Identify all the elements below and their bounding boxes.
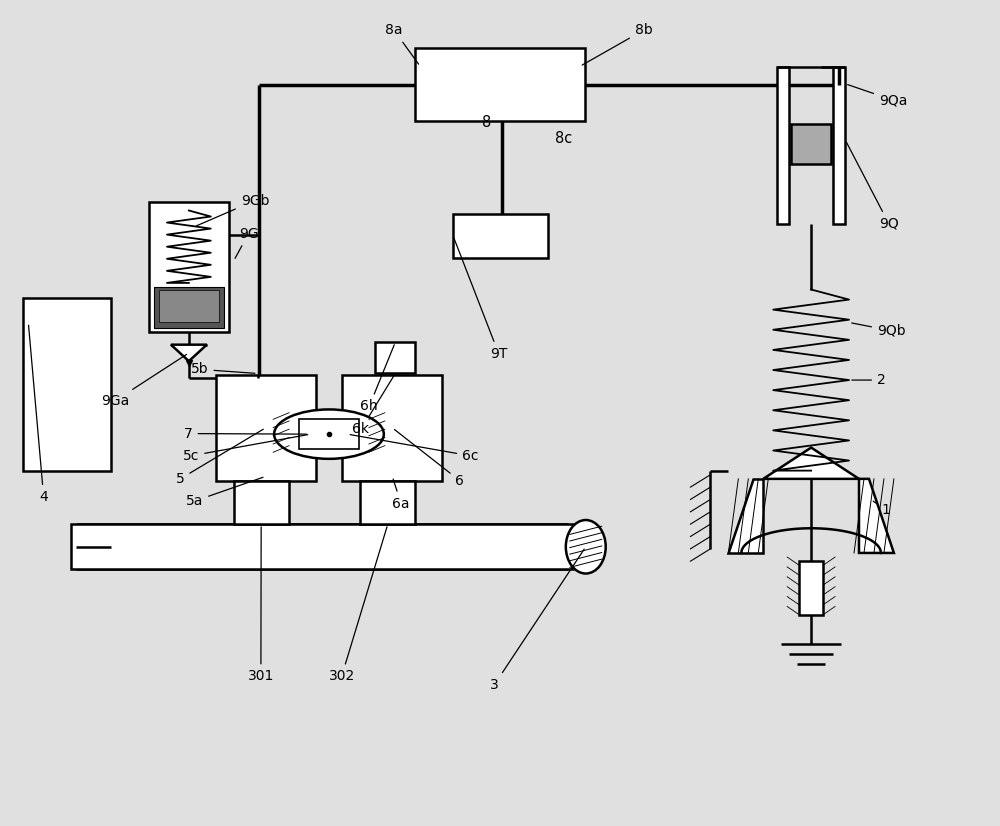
Bar — [777, 67, 789, 224]
Text: 5: 5 — [176, 430, 263, 486]
Text: 9Qb: 9Qb — [852, 323, 906, 338]
Text: 9T: 9T — [454, 239, 507, 361]
Polygon shape — [728, 479, 763, 553]
Bar — [791, 124, 831, 164]
Bar — [234, 481, 289, 525]
Text: 302: 302 — [328, 527, 387, 683]
Bar — [71, 525, 573, 569]
Bar — [375, 342, 415, 373]
Text: 6: 6 — [394, 430, 464, 487]
Text: 301: 301 — [248, 527, 274, 683]
Text: 1: 1 — [873, 501, 890, 517]
Text: 8c: 8c — [555, 131, 572, 146]
Text: 9Ga: 9Ga — [101, 354, 187, 408]
Text: 4: 4 — [29, 325, 48, 504]
Text: 2: 2 — [852, 373, 886, 387]
Text: 6h: 6h — [360, 344, 394, 414]
Text: 6k: 6k — [352, 376, 394, 436]
Text: 3: 3 — [490, 549, 584, 691]
Text: 6a: 6a — [392, 479, 410, 510]
Polygon shape — [763, 448, 859, 479]
Ellipse shape — [566, 520, 606, 573]
Bar — [216, 375, 316, 481]
Bar — [23, 297, 111, 471]
Bar — [149, 202, 229, 332]
Bar — [342, 375, 442, 481]
Text: 8b: 8b — [582, 23, 652, 65]
Text: 8a: 8a — [385, 23, 419, 64]
Text: 6c: 6c — [350, 434, 479, 463]
Bar — [453, 214, 548, 259]
Text: 9G: 9G — [235, 226, 258, 259]
Text: 9Qa: 9Qa — [848, 84, 907, 107]
Text: 8: 8 — [482, 115, 491, 130]
Bar — [799, 561, 823, 615]
Text: 9Q: 9Q — [846, 142, 899, 230]
Bar — [159, 290, 219, 322]
Bar — [154, 287, 224, 328]
Text: 5c: 5c — [183, 434, 308, 463]
Ellipse shape — [274, 410, 384, 458]
Text: 5b: 5b — [191, 363, 255, 377]
Text: 9Gb: 9Gb — [196, 193, 269, 225]
Bar — [833, 67, 845, 224]
Bar — [360, 481, 415, 525]
Text: 7: 7 — [184, 426, 306, 440]
Polygon shape — [171, 344, 207, 361]
Bar — [299, 420, 359, 449]
Polygon shape — [859, 479, 894, 553]
Text: 5a: 5a — [186, 477, 263, 508]
Bar — [415, 48, 585, 121]
